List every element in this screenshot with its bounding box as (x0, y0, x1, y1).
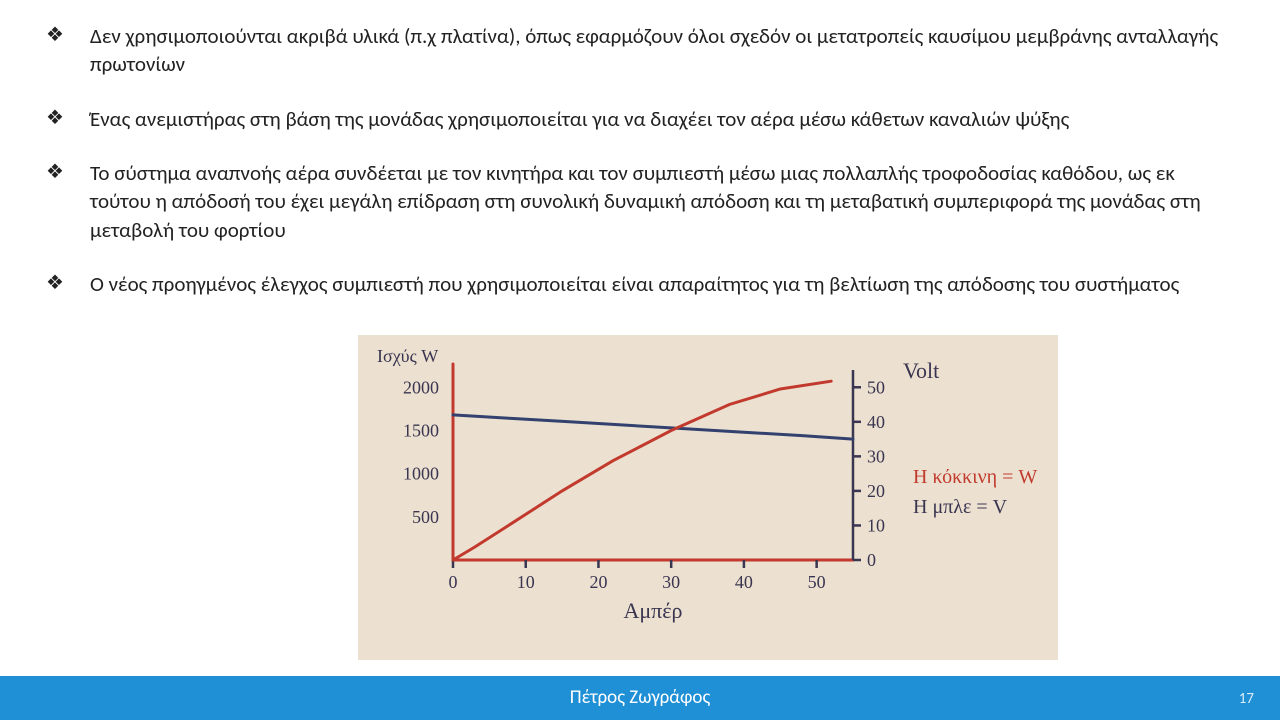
footer-bar: Πέτρος Ζωγράφος 17 (0, 676, 1280, 720)
svg-text:50: 50 (867, 377, 885, 397)
bullet-item: Ο νέος προηγμένος έλεγχος συμπιεστή που … (40, 270, 1240, 298)
svg-text:50: 50 (808, 572, 826, 592)
svg-text:0: 0 (867, 550, 876, 570)
svg-text:1000: 1000 (403, 464, 439, 484)
bullet-item: Το σύστημα αναπνοής αέρα συνδέεται με το… (40, 159, 1240, 244)
footer-author: Πέτρος Ζωγράφος (570, 686, 711, 709)
svg-text:20: 20 (589, 572, 607, 592)
bullet-list: Δεν χρησιμοποιούνται ακριβά υλικά (π.χ π… (40, 22, 1240, 298)
svg-text:30: 30 (867, 446, 885, 466)
svg-text:500: 500 (412, 507, 439, 527)
svg-text:40: 40 (867, 412, 885, 432)
svg-text:Η κόκκινη = W: Η κόκκινη = W (913, 466, 1037, 488)
svg-text:40: 40 (735, 572, 753, 592)
footer-page-number: 17 (1239, 690, 1254, 708)
svg-text:2000: 2000 (403, 377, 439, 397)
svg-text:0: 0 (449, 572, 458, 592)
chart-svg: 0 10 20 30 40 50 Αμπέρ 500 1000 1500 2000 Ισχύς W 0 1… (358, 335, 1058, 660)
svg-text:Αμπέρ: Αμπέρ (623, 598, 682, 623)
svg-text:Volt: Volt (903, 358, 939, 383)
bullet-item: Δεν χρησιμοποιούνται ακριβά υλικά (π.χ π… (40, 22, 1240, 79)
svg-text:1500: 1500 (403, 420, 439, 440)
svg-text:20: 20 (867, 481, 885, 501)
hand-drawn-chart: 0 10 20 30 40 50 Αμπέρ 500 1000 1500 2000 Ισχύς W 0 1… (358, 335, 1058, 660)
svg-text:Η μπλε = V: Η μπλε = V (913, 496, 1008, 518)
svg-text:10: 10 (517, 572, 535, 592)
svg-text:Ισχύς W: Ισχύς W (377, 346, 438, 366)
bullet-item: Ένας ανεμιστήρας στη βάση της μονάδας χρ… (40, 105, 1240, 133)
svg-text:30: 30 (662, 572, 680, 592)
svg-text:10: 10 (867, 515, 885, 535)
